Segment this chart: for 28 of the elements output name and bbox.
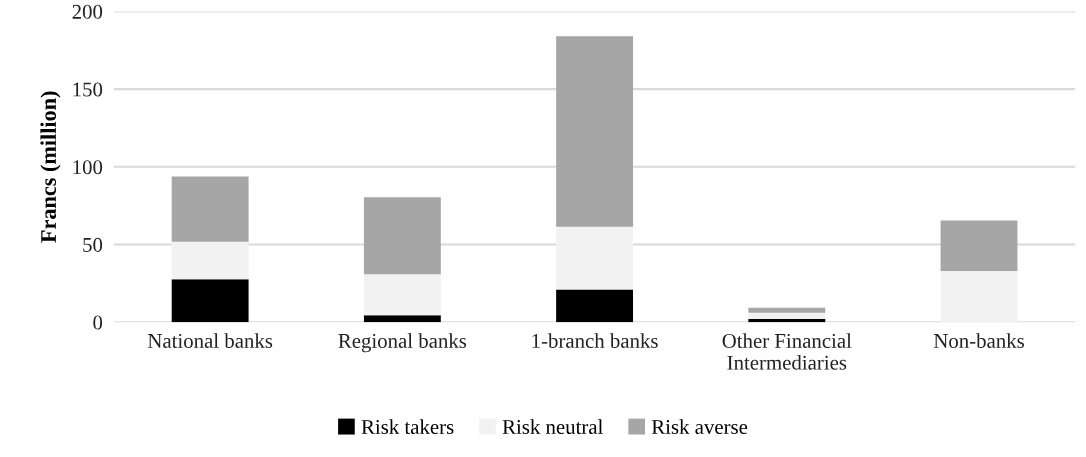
bar (363, 197, 441, 275)
y-tick-label: 200 (72, 4, 103, 19)
y-tick-label: 0 (93, 315, 103, 330)
y-tick-label: 100 (73, 160, 103, 175)
legend-label: Risk neutral (502, 419, 603, 435)
bar (556, 226, 634, 290)
y-tick-label: 150 (73, 82, 103, 97)
bar (171, 279, 249, 323)
y-tick-label: 50 (83, 237, 103, 252)
x-tick-label: 1-branch banks (532, 333, 658, 348)
legend-label: Risk averse (651, 419, 748, 435)
x-tick-label: Non-banks (933, 333, 1024, 348)
bar (940, 220, 1018, 271)
bar (940, 270, 1018, 323)
bar (171, 241, 249, 280)
bar (748, 312, 826, 320)
x-tick-label: National banks (147, 333, 273, 348)
legend-label: Risk takers (361, 419, 454, 435)
bar (748, 319, 826, 323)
bar (748, 307, 826, 313)
bar (556, 289, 634, 323)
bar (363, 315, 441, 323)
bar (556, 36, 634, 227)
bar (171, 176, 249, 242)
x-tick-label: Regional banks (338, 333, 467, 353)
bar (363, 274, 441, 316)
x-tick-label: Other Financial Intermediaries (722, 333, 852, 370)
y-axis-title: Francs (million) (40, 91, 61, 243)
